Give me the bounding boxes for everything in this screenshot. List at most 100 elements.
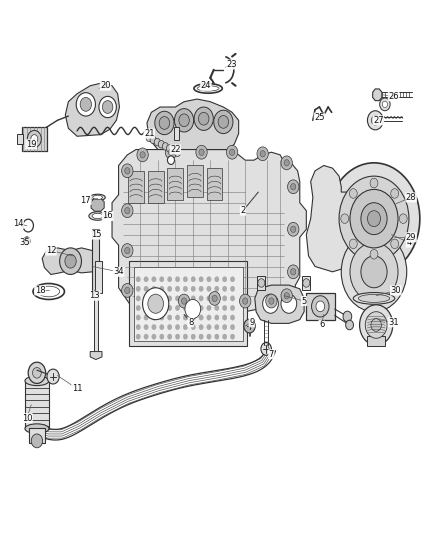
Circle shape [102,101,113,114]
Circle shape [152,286,156,292]
Circle shape [365,312,387,338]
Ellipse shape [92,213,103,219]
Circle shape [311,296,329,317]
Circle shape [207,296,211,301]
Circle shape [152,277,156,282]
Text: 25: 25 [314,113,325,122]
Circle shape [146,134,152,142]
Text: 27: 27 [373,116,384,125]
Circle shape [244,319,255,333]
Circle shape [212,295,217,302]
Circle shape [152,315,156,320]
Polygon shape [255,285,304,324]
Circle shape [183,277,187,282]
Circle shape [60,248,81,274]
Circle shape [223,334,227,340]
Circle shape [47,369,59,384]
Circle shape [170,147,177,155]
Circle shape [288,265,299,279]
Circle shape [32,368,41,378]
Text: 17: 17 [81,196,91,205]
Circle shape [165,146,177,159]
Circle shape [191,305,195,311]
Circle shape [178,294,190,308]
Circle shape [215,286,219,292]
Circle shape [175,286,180,292]
Circle shape [199,149,204,156]
Circle shape [175,296,180,301]
Circle shape [290,183,296,190]
Circle shape [215,305,219,311]
Circle shape [159,325,164,330]
Circle shape [382,101,388,108]
Bar [258,276,265,290]
Circle shape [76,93,95,116]
Polygon shape [112,144,306,312]
Circle shape [143,288,169,320]
Circle shape [214,110,233,134]
Bar [29,428,45,443]
Text: 12: 12 [46,246,56,255]
Circle shape [223,296,227,301]
Circle shape [159,315,164,320]
Circle shape [399,214,407,223]
Circle shape [183,334,187,340]
Circle shape [194,107,213,131]
Circle shape [181,298,187,304]
Circle shape [350,189,398,248]
Circle shape [207,277,211,282]
Circle shape [207,334,211,340]
Circle shape [175,315,180,320]
Circle shape [166,145,173,152]
Circle shape [341,214,349,223]
Text: 28: 28 [406,193,417,202]
Circle shape [183,325,187,330]
Circle shape [155,111,174,135]
Text: 29: 29 [406,233,417,242]
Circle shape [125,247,130,254]
Ellipse shape [89,212,106,220]
Circle shape [167,286,172,292]
Circle shape [281,156,292,169]
Circle shape [223,325,227,330]
Circle shape [243,298,248,304]
Circle shape [191,277,195,282]
Circle shape [136,325,141,330]
Circle shape [230,334,235,340]
Circle shape [144,315,148,320]
Circle shape [191,286,195,292]
Circle shape [191,325,195,330]
Circle shape [152,334,156,340]
Circle shape [158,141,164,148]
Bar [174,127,179,140]
Circle shape [370,178,378,188]
Circle shape [151,295,156,302]
Bar [94,290,98,352]
Circle shape [199,296,203,301]
Circle shape [218,116,229,128]
Circle shape [367,211,381,227]
Circle shape [167,325,172,330]
Bar [306,293,335,320]
Circle shape [136,334,141,340]
Circle shape [31,434,42,448]
Circle shape [168,149,173,156]
Circle shape [339,176,409,261]
Text: 6: 6 [319,320,324,329]
Circle shape [328,163,420,274]
Circle shape [316,301,325,312]
Circle shape [303,279,310,287]
Circle shape [263,294,279,313]
Circle shape [198,112,209,125]
Text: 16: 16 [102,212,113,221]
Circle shape [199,305,203,311]
Circle shape [144,286,148,292]
Circle shape [148,294,163,313]
Ellipse shape [197,86,219,91]
Circle shape [167,156,174,165]
Circle shape [226,146,238,159]
Circle shape [137,148,148,162]
Circle shape [65,254,76,268]
Circle shape [281,289,292,303]
Polygon shape [306,165,350,272]
